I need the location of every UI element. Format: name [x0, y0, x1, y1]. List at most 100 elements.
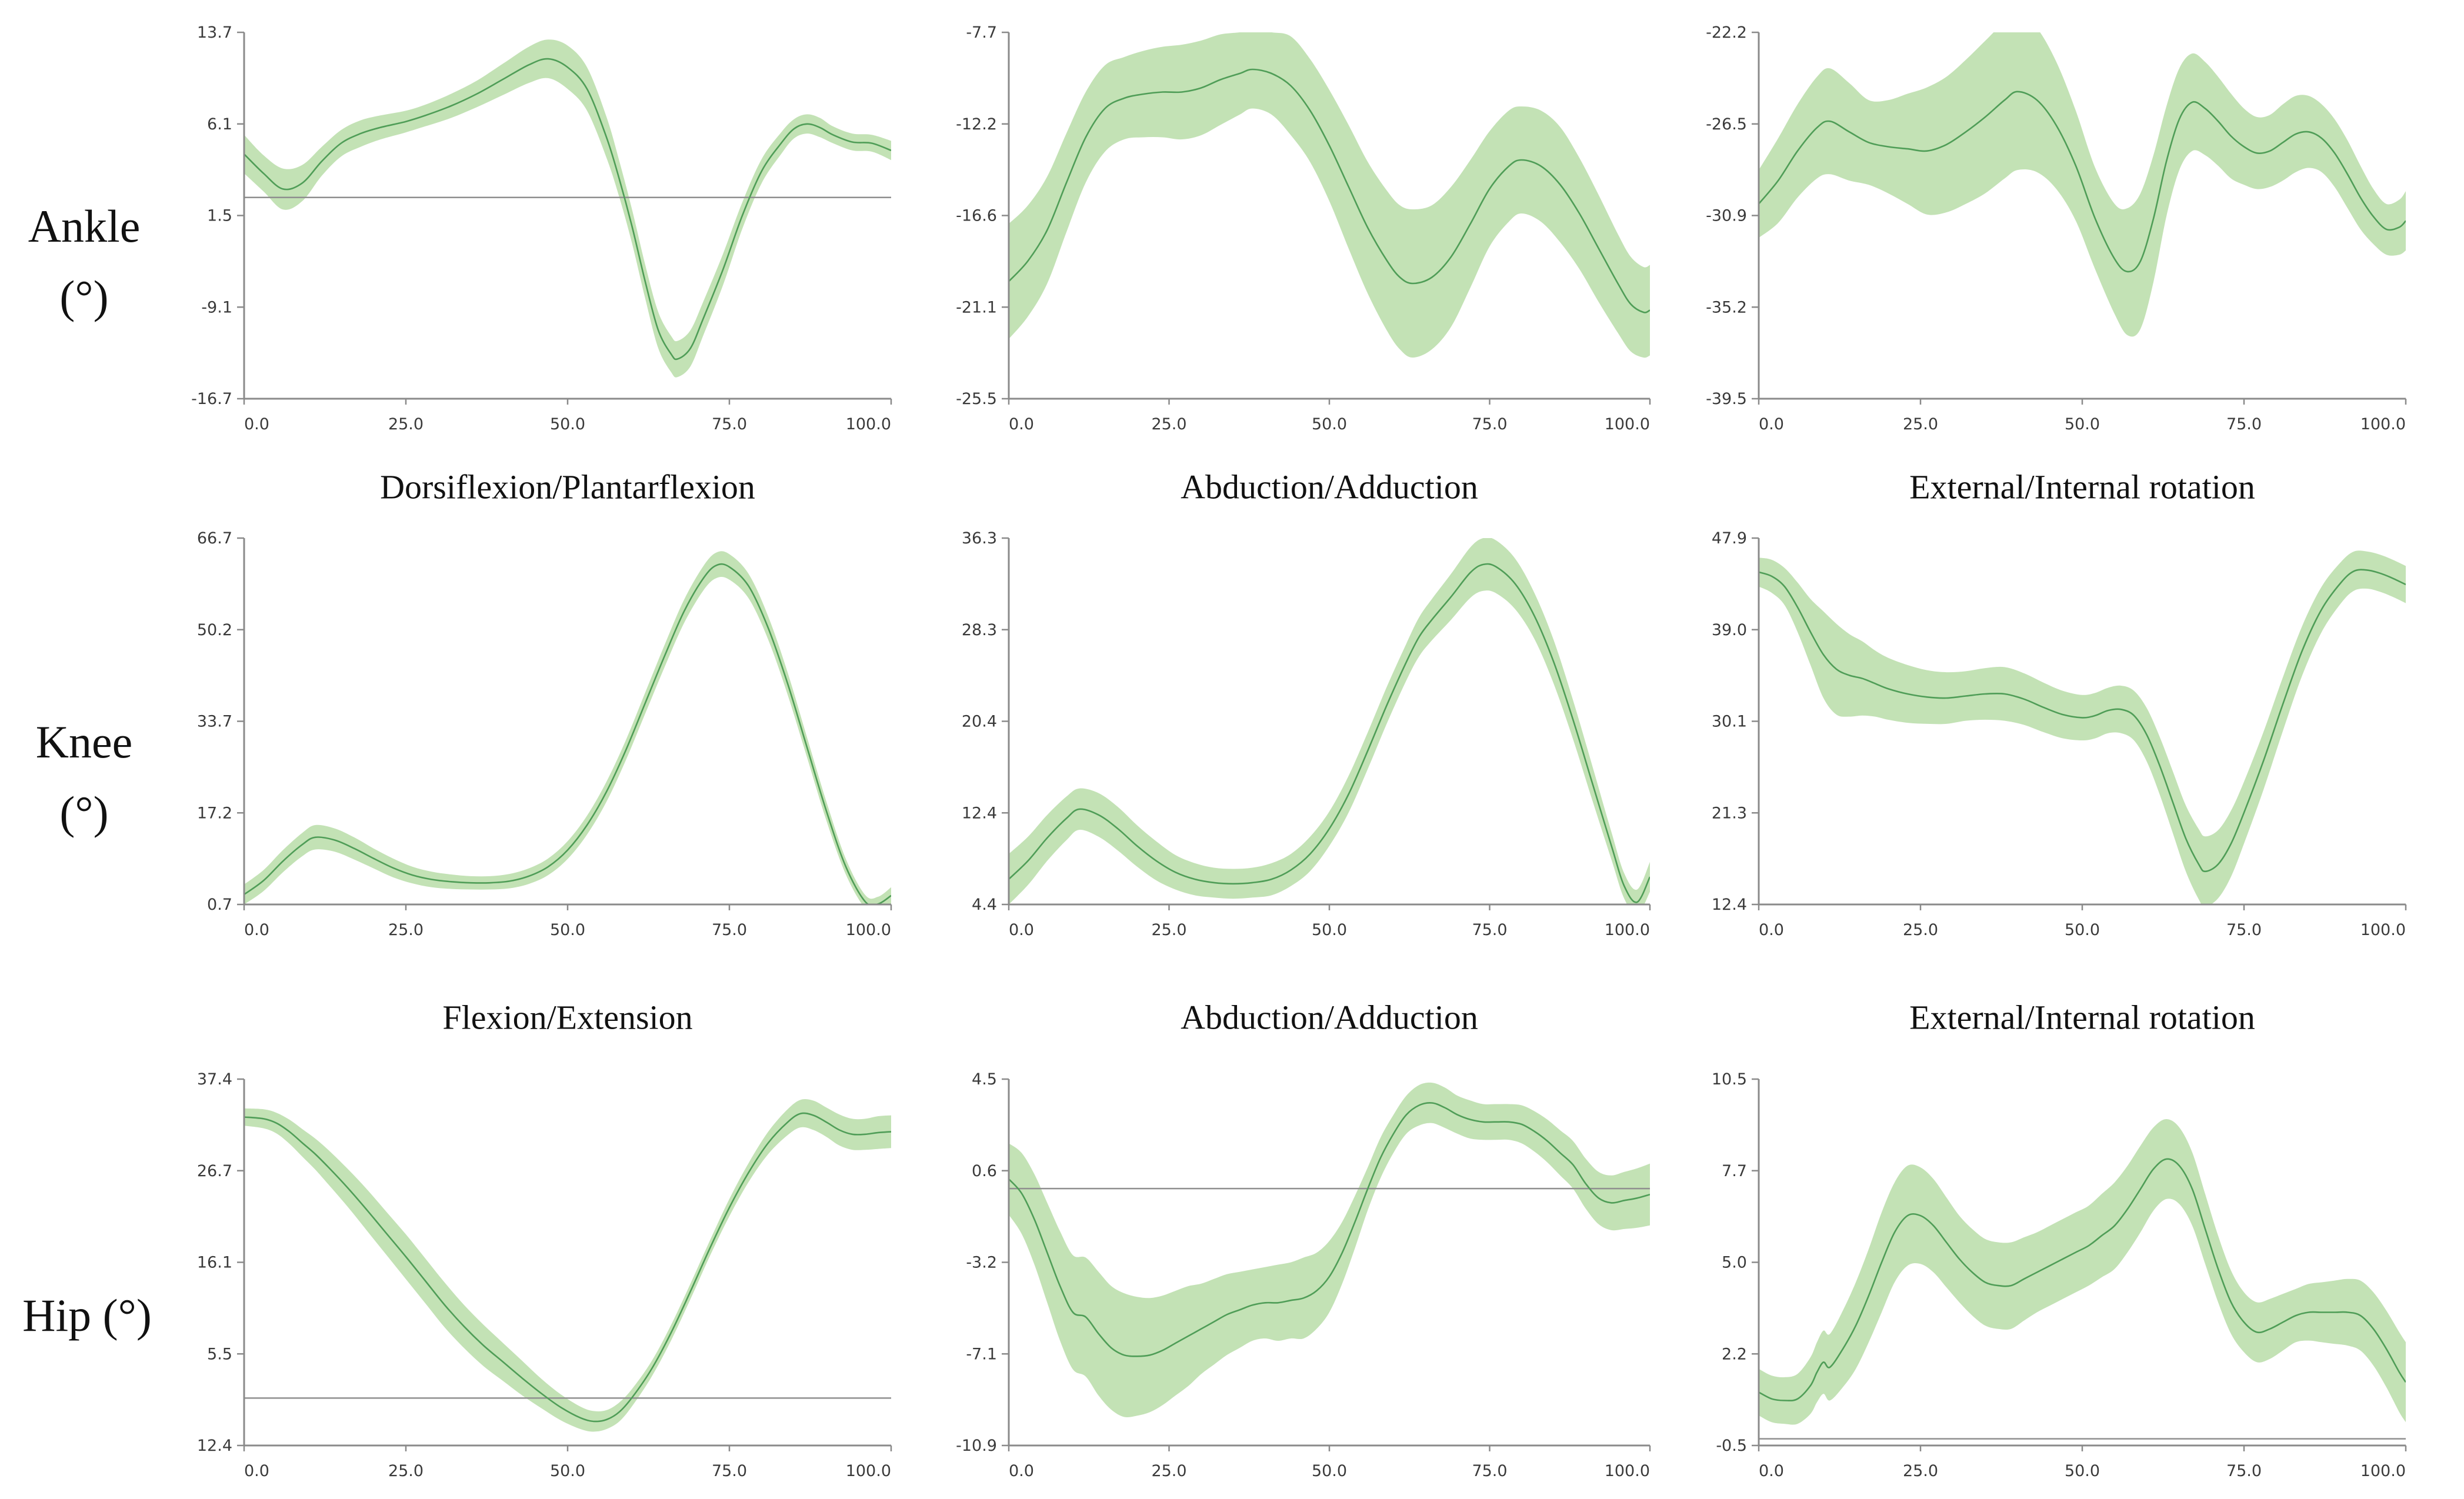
x-tick-label: 0.0	[1009, 415, 1034, 433]
mean-line	[1759, 1158, 2406, 1402]
y-tick-label: -25.5	[956, 390, 997, 408]
x-tick-label: 0.0	[244, 415, 269, 433]
y-tick-label: 50.2	[197, 621, 232, 639]
x-tick-label: 50.0	[2065, 415, 2100, 433]
y-tick-label: 5.5	[207, 1345, 232, 1363]
title-ankle-abduction-adduction: Abduction/Adduction	[1181, 468, 1478, 506]
confidence-band	[1009, 32, 1650, 358]
title-hip-abduction-adduction: Abduction/Adduction	[1181, 998, 1478, 1037]
y-tick-label: -39.5	[1706, 390, 1747, 408]
mean-line	[244, 58, 891, 360]
mean-line	[1009, 68, 1650, 313]
row-label-knee: Knee	[35, 716, 133, 767]
knee-external-internal-rotation-plot: 47.9 39.0 30.1 21.3 12.4 0.0 25.0 50.0 75.0 100.0	[1712, 529, 2407, 939]
x-tick-label: 75.0	[1472, 1462, 1507, 1480]
chart-knee-abduction-adduction: 36.3 28.3 20.4 12.4 4.4 0.0 25.0 50.0 75.0 100.0	[941, 515, 1671, 952]
y-tick-label: 36.3	[962, 529, 997, 547]
x-tick-label: 100.0	[2360, 921, 2406, 939]
x-tick-label: 100.0	[1605, 1462, 1650, 1480]
chart-hip-external-internal-rotation: 10.5 7.7 5.0 2.2 -0.5 0.0 25.0 50.0 75.0 100.0	[1691, 1056, 2426, 1493]
mean-line	[1009, 1102, 1650, 1357]
y-tick-label: 0.6	[972, 1162, 997, 1180]
x-tick-label: 50.0	[1312, 1462, 1347, 1480]
x-tick-label: 75.0	[1472, 415, 1507, 433]
y-tick-label: -7.1	[966, 1345, 997, 1363]
chart-hip-abduction-adduction: 4.5 0.6 -3.2 -7.1 -10.9 0.0 25.0 50.0 75.0 100.0	[941, 1056, 1671, 1493]
x-tick-label: 0.0	[244, 921, 269, 939]
x-tick-label: 0.0	[1759, 415, 1784, 433]
y-tick-label: 12.4	[1712, 896, 1747, 914]
title-hip-external-internal-rotation: External/Internal rotation	[1909, 998, 2255, 1037]
y-tick-label: 13.7	[197, 24, 232, 42]
confidence-band	[1759, 32, 2406, 337]
x-tick-label: 75.0	[712, 415, 747, 433]
y-tick-label: 4.4	[972, 896, 997, 914]
x-tick-label: 0.0	[1759, 1462, 1784, 1480]
y-tick-label: -30.9	[1706, 207, 1747, 225]
x-tick-label: 25.0	[1903, 921, 1938, 939]
y-tick-label: 17.2	[197, 804, 232, 822]
y-tick-label: 10.5	[1712, 1070, 1747, 1089]
y-tick-label: -21.1	[956, 298, 997, 316]
x-tick-label: 25.0	[1151, 1462, 1186, 1480]
confidence-band	[1759, 550, 2406, 904]
y-tick-label: 6.1	[207, 115, 232, 133]
y-tick-label: -0.5	[1716, 1437, 1747, 1455]
y-tick-label: 1.5	[207, 207, 232, 225]
confidence-band	[1009, 1082, 1650, 1418]
x-tick-label: 75.0	[2226, 415, 2262, 433]
hip-external-internal-rotation-plot: 10.5 7.7 5.0 2.2 -0.5 0.0 25.0 50.0 75.0 100.0	[1712, 1070, 2407, 1480]
x-tick-label: 25.0	[1151, 921, 1186, 939]
row-label-hip: Hip (°)	[22, 1290, 152, 1341]
knee-flexion-extension-plot: 66.7 50.2 33.7 17.2 0.7 0.0 25.0 50.0 75.0 100.0	[197, 529, 892, 939]
row-label-knee-unit: (°)	[59, 787, 109, 838]
x-tick-label: 50.0	[550, 921, 585, 939]
x-tick-label: 25.0	[388, 921, 424, 939]
row-label-ankle: Ankle	[28, 201, 141, 252]
mean-line	[1759, 91, 2406, 273]
y-tick-label: -7.7	[966, 24, 997, 42]
y-tick-label: 20.4	[962, 713, 997, 731]
x-tick-label: 75.0	[2226, 921, 2262, 939]
y-tick-label: 33.7	[197, 713, 232, 731]
x-tick-label: 75.0	[1472, 921, 1507, 939]
x-tick-label: 50.0	[550, 415, 585, 433]
y-tick-label: 4.5	[972, 1070, 997, 1089]
title-hip-flexion-extension: Flexion/Extension	[442, 998, 693, 1037]
title-ankle-dorsiflexion-plantarflexion: Dorsiflexion/Plantarflexion	[380, 468, 755, 506]
y-tick-label: 30.1	[1712, 713, 1747, 731]
ankle-dorsiflexion-plantarflexion-plot: 13.7 6.1 1.5 -9.1 -16.7 0.0 25.0 50.0 75.0 100.0	[191, 24, 892, 433]
x-tick-label: 0.0	[1009, 1462, 1034, 1480]
mean-line	[1009, 563, 1650, 903]
x-tick-label: 100.0	[2360, 415, 2406, 433]
y-tick-label: -16.6	[956, 207, 997, 225]
y-tick-label: 7.7	[1722, 1162, 1747, 1180]
y-tick-label: 37.4	[197, 1070, 232, 1089]
x-tick-label: 25.0	[1903, 1462, 1938, 1480]
y-tick-label: 12.4	[962, 804, 997, 822]
chart-knee-external-internal-rotation: 47.9 39.0 30.1 21.3 12.4 0.0 25.0 50.0 75.0 100.0	[1691, 515, 2426, 952]
mean-line	[244, 1112, 891, 1423]
y-tick-label: 2.2	[1722, 1345, 1747, 1363]
y-tick-label: 47.9	[1712, 529, 1747, 547]
ankle-abduction-adduction-plot: -7.7 -12.2 -16.6 -21.1 -25.5 0.0 25.0 50.0 75.0 1…	[956, 24, 1651, 433]
mean-line	[244, 563, 891, 904]
y-tick-label: -10.9	[956, 1437, 997, 1455]
y-tick-label: 66.7	[197, 529, 232, 547]
confidence-band	[244, 1099, 891, 1432]
y-tick-label: 16.1	[197, 1254, 232, 1272]
row-label-ankle-unit: (°)	[59, 271, 109, 322]
y-tick-label: 0.7	[207, 896, 232, 914]
chart-ankle-dorsiflexion-plantarflexion: 13.7 6.1 1.5 -9.1 -16.7 0.0 25.0 50.0 75.0 100.0	[176, 9, 912, 446]
x-tick-label: 0.0	[1759, 921, 1784, 939]
x-tick-label: 50.0	[2065, 1462, 2100, 1480]
x-tick-label: 100.0	[2360, 1462, 2406, 1480]
y-tick-label: 5.0	[1722, 1254, 1747, 1272]
hip-flexion-extension-plot: 37.4 26.7 16.1 5.5 12.4 0.0 25.0 50.0 75.0 100.0	[197, 1070, 892, 1480]
x-tick-label: 100.0	[1605, 921, 1650, 939]
y-tick-label: 28.3	[962, 621, 997, 639]
x-tick-label: 100.0	[846, 921, 891, 939]
x-tick-label: 100.0	[846, 415, 891, 433]
x-tick-label: 100.0	[1605, 415, 1650, 433]
x-tick-label: 50.0	[1312, 415, 1347, 433]
